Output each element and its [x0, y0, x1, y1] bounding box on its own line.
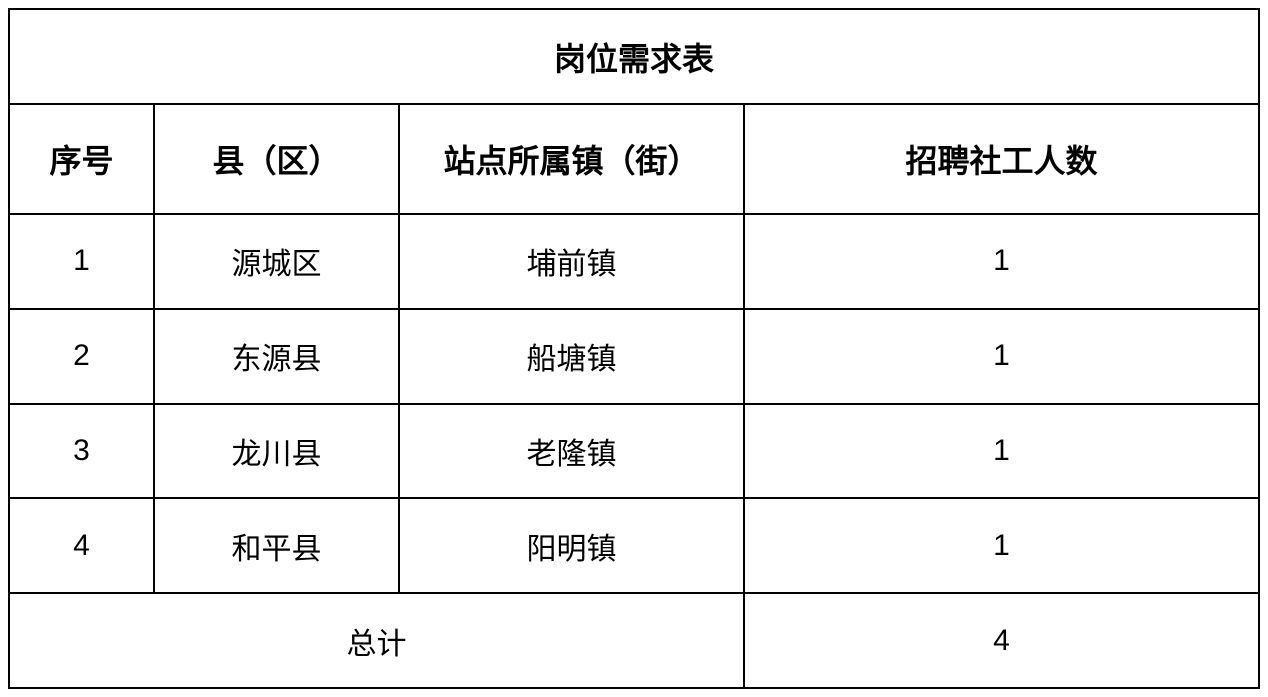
table-title-row: 岗位需求表: [9, 9, 1259, 104]
cell-seq: 1: [9, 214, 154, 309]
job-requirement-table: 岗位需求表 序号 县（区） 站点所属镇（街） 招聘社工人数 1 源城区 埔前镇 …: [8, 8, 1260, 689]
cell-count: 1: [744, 498, 1259, 593]
cell-county: 龙川县: [154, 404, 399, 499]
cell-town: 船塘镇: [399, 309, 744, 404]
total-label: 总计: [9, 593, 744, 688]
total-count: 4: [744, 593, 1259, 688]
cell-seq: 4: [9, 498, 154, 593]
cell-count: 1: [744, 309, 1259, 404]
cell-town: 老隆镇: [399, 404, 744, 499]
cell-seq: 2: [9, 309, 154, 404]
table-row: 2 东源县 船塘镇 1: [9, 309, 1259, 404]
cell-town: 阳明镇: [399, 498, 744, 593]
cell-town: 埔前镇: [399, 214, 744, 309]
table-title: 岗位需求表: [9, 9, 1259, 104]
header-count: 招聘社工人数: [744, 104, 1259, 214]
header-seq: 序号: [9, 104, 154, 214]
table-row: 1 源城区 埔前镇 1: [9, 214, 1259, 309]
cell-count: 1: [744, 214, 1259, 309]
header-town: 站点所属镇（街）: [399, 104, 744, 214]
table-body: 1 源城区 埔前镇 1 2 东源县 船塘镇 1 3 龙川县 老隆镇 1 4 和平…: [9, 214, 1259, 688]
table-row: 4 和平县 阳明镇 1: [9, 498, 1259, 593]
header-county: 县（区）: [154, 104, 399, 214]
cell-count: 1: [744, 404, 1259, 499]
cell-county: 和平县: [154, 498, 399, 593]
cell-county: 源城区: [154, 214, 399, 309]
table-header-row: 序号 县（区） 站点所属镇（街） 招聘社工人数: [9, 104, 1259, 214]
table-total-row: 总计 4: [9, 593, 1259, 688]
table-row: 3 龙川县 老隆镇 1: [9, 404, 1259, 499]
cell-county: 东源县: [154, 309, 399, 404]
cell-seq: 3: [9, 404, 154, 499]
